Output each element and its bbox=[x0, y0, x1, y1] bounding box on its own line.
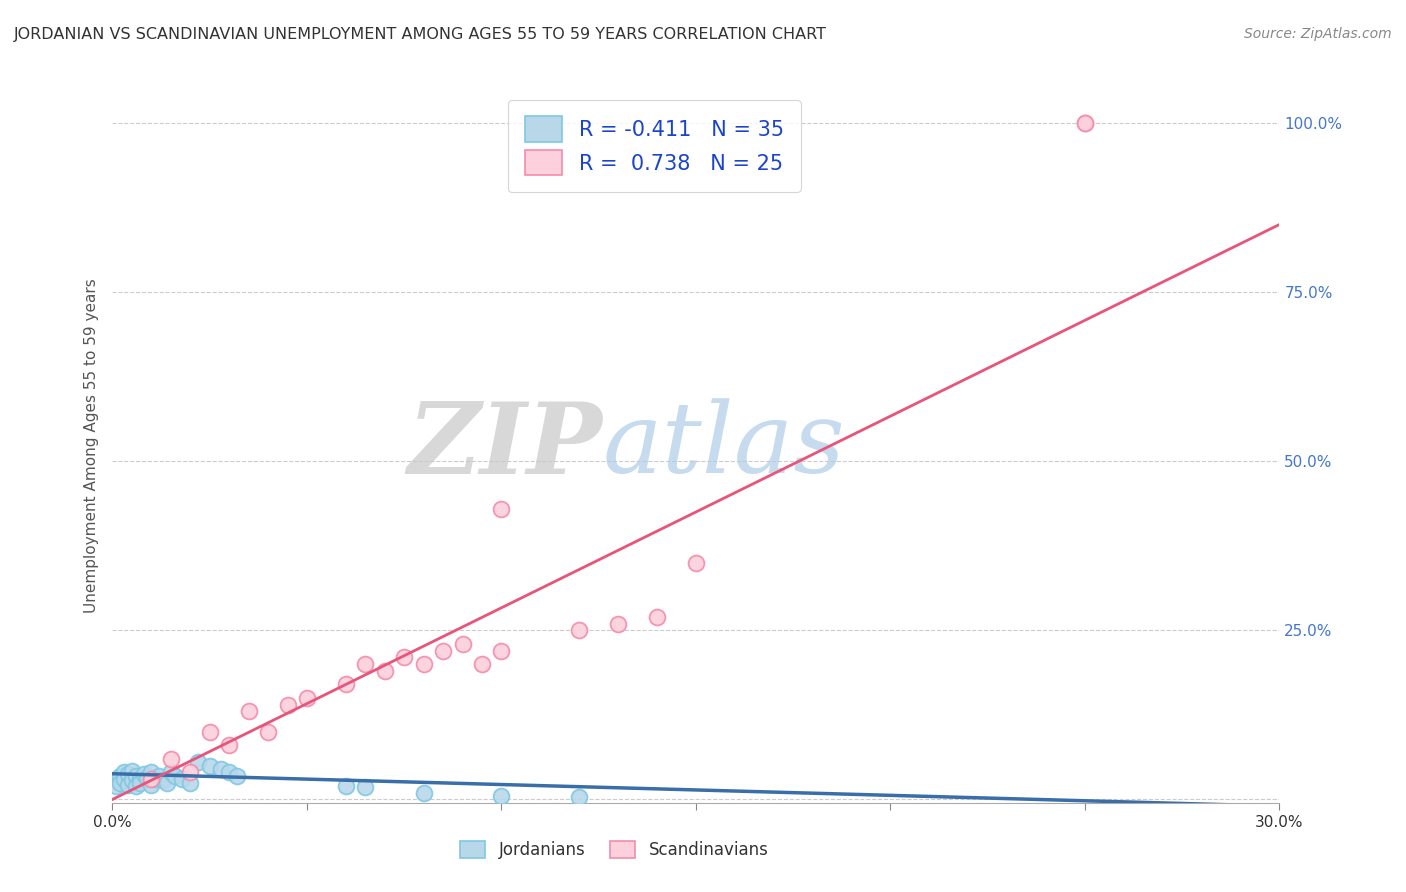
Point bbox=[451, 637, 474, 651]
Point bbox=[295, 690, 318, 705]
Point bbox=[412, 657, 434, 672]
Text: JORDANIAN VS SCANDINAVIAN UNEMPLOYMENT AMONG AGES 55 TO 59 YEARS CORRELATION CHA: JORDANIAN VS SCANDINAVIAN UNEMPLOYMENT A… bbox=[14, 27, 827, 42]
Point bbox=[568, 624, 591, 638]
Point bbox=[117, 778, 139, 792]
Point bbox=[335, 677, 357, 691]
Point bbox=[354, 657, 377, 672]
Point bbox=[209, 762, 232, 776]
Point bbox=[143, 772, 166, 786]
Point bbox=[607, 616, 630, 631]
Point bbox=[374, 664, 396, 678]
Point bbox=[198, 758, 221, 772]
Point bbox=[121, 773, 143, 788]
Point bbox=[412, 786, 434, 800]
Point bbox=[198, 724, 221, 739]
Point bbox=[491, 643, 513, 657]
Point bbox=[141, 778, 163, 792]
Point bbox=[156, 775, 179, 789]
Point bbox=[238, 705, 260, 719]
Point bbox=[160, 752, 183, 766]
Point bbox=[110, 769, 132, 783]
Point bbox=[491, 501, 513, 516]
Point bbox=[179, 775, 201, 789]
Point bbox=[121, 764, 143, 778]
Point bbox=[148, 769, 170, 783]
Point bbox=[125, 779, 148, 793]
Point bbox=[432, 643, 454, 657]
Text: Source: ZipAtlas.com: Source: ZipAtlas.com bbox=[1244, 27, 1392, 41]
Point bbox=[152, 773, 174, 788]
Point bbox=[491, 789, 513, 803]
Point bbox=[125, 769, 148, 783]
Point bbox=[160, 765, 183, 780]
Text: ZIP: ZIP bbox=[408, 398, 603, 494]
Y-axis label: Unemployment Among Ages 55 to 59 years: Unemployment Among Ages 55 to 59 years bbox=[83, 278, 98, 614]
Point bbox=[163, 769, 186, 783]
Point bbox=[276, 698, 298, 712]
Point bbox=[112, 765, 135, 780]
Point bbox=[685, 556, 707, 570]
Point bbox=[179, 765, 201, 780]
Point bbox=[117, 766, 139, 780]
Point bbox=[218, 765, 240, 780]
Point bbox=[141, 765, 163, 780]
Point bbox=[105, 779, 128, 793]
Point bbox=[1074, 116, 1097, 130]
Point bbox=[187, 756, 209, 770]
Point bbox=[226, 769, 249, 783]
Point bbox=[112, 772, 135, 786]
Point bbox=[128, 772, 150, 786]
Point bbox=[645, 609, 668, 624]
Text: atlas: atlas bbox=[603, 399, 845, 493]
Point bbox=[172, 772, 194, 786]
Point bbox=[136, 771, 159, 785]
Point bbox=[257, 724, 280, 739]
Legend: Jordanians, Scandinavians: Jordanians, Scandinavians bbox=[454, 834, 775, 866]
Point bbox=[471, 657, 494, 672]
Point bbox=[568, 790, 591, 805]
Point bbox=[218, 739, 240, 753]
Point bbox=[394, 650, 416, 665]
Point bbox=[335, 779, 357, 793]
Point bbox=[110, 775, 132, 789]
Point bbox=[141, 772, 163, 786]
Point bbox=[1074, 116, 1097, 130]
Point bbox=[132, 766, 155, 780]
Point bbox=[128, 775, 150, 789]
Point bbox=[354, 780, 377, 795]
